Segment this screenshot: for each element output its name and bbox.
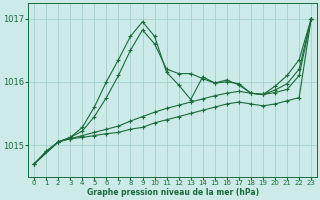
X-axis label: Graphe pression niveau de la mer (hPa): Graphe pression niveau de la mer (hPa) [87,188,259,197]
